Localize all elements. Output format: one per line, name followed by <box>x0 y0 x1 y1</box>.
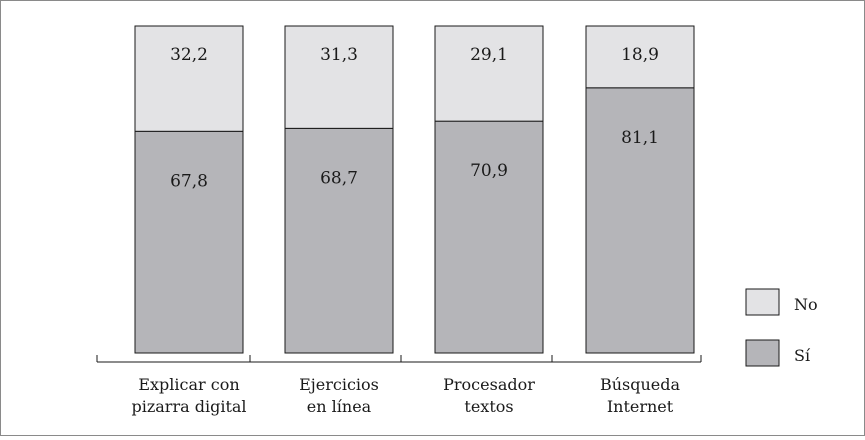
bar-segment-no <box>434 25 544 122</box>
data-label: 68,7 <box>320 168 358 188</box>
data-label: 70,9 <box>470 161 508 181</box>
data-label: 81,1 <box>621 128 659 148</box>
data-label: 31,3 <box>320 45 358 65</box>
bar-segment-si <box>585 87 695 354</box>
x-tick-label: Procesador <box>443 375 535 394</box>
x-tick-label: Ejercicios <box>299 375 379 394</box>
x-tick-label: textos <box>464 397 513 416</box>
bar-segment-si <box>284 127 394 354</box>
bar-segment-si <box>134 130 244 354</box>
x-tick-label: Explicar con <box>138 375 239 394</box>
legend-label-no: No <box>794 295 818 314</box>
legend-swatch-no <box>745 288 780 316</box>
bar-segment-no <box>284 25 394 129</box>
x-tick-label: Internet <box>607 397 674 416</box>
bar-segment-no <box>585 25 695 89</box>
bar-segment-no <box>134 25 244 132</box>
x-tick-label: Búsqueda <box>600 375 681 394</box>
x-tick-label: en línea <box>307 397 372 416</box>
legend-swatch-si <box>745 339 780 367</box>
data-label: 67,8 <box>170 171 208 191</box>
data-label: 18,9 <box>621 45 659 65</box>
x-tick-label: pizarra digital <box>131 397 246 416</box>
data-label: 32,2 <box>170 45 208 65</box>
bar-segment-si <box>434 120 544 354</box>
legend-label-si: Sí <box>794 346 811 365</box>
data-label: 29,1 <box>470 45 508 65</box>
